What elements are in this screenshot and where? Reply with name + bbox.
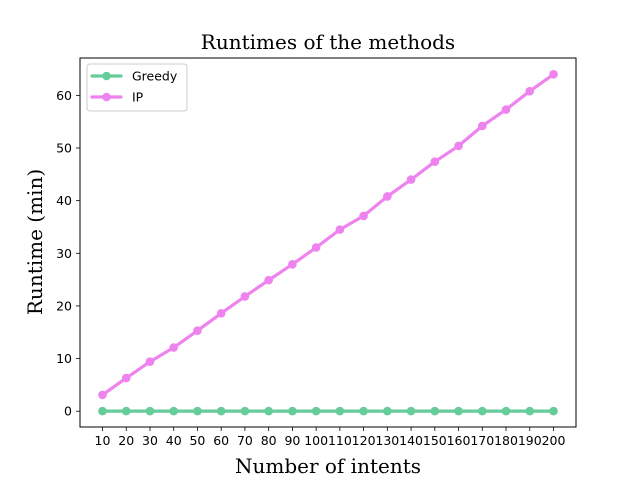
data-point-greedy (335, 406, 345, 416)
x-tick-label: 170 (470, 433, 494, 448)
data-point-greedy (98, 406, 107, 416)
x-tick-label: 60 (213, 433, 229, 448)
data-point-greedy (121, 406, 131, 416)
y-tick-label: 40 (56, 193, 72, 208)
data-point-greedy (430, 406, 440, 416)
x-tick-label: 80 (261, 433, 277, 448)
data-point-ip (311, 243, 321, 252)
data-point-greedy (193, 406, 202, 416)
y-tick-label: 20 (56, 298, 72, 313)
chart-title: Runtimes of the methods (201, 30, 455, 54)
legend-swatch-marker-greedy (102, 71, 111, 81)
x-tick-label: 10 (95, 433, 111, 448)
data-point-greedy (477, 406, 487, 416)
legend-swatch-marker-ip (102, 92, 111, 102)
data-point-ip (549, 70, 558, 79)
x-tick-label: 100 (304, 433, 328, 448)
y-axis-label: Runtime (min) (23, 169, 47, 315)
data-point-ip (145, 357, 155, 367)
x-tick-label: 180 (494, 433, 518, 448)
x-axis-label: Number of intents (235, 454, 421, 478)
data-point-greedy (311, 406, 321, 416)
data-point-greedy (288, 406, 297, 416)
data-point-greedy (525, 406, 535, 416)
data-point-ip (477, 121, 487, 131)
data-point-greedy (216, 406, 226, 416)
data-point-greedy (264, 406, 273, 416)
data-point-greedy (240, 406, 250, 416)
data-point-ip (193, 326, 202, 335)
legend: Greedy IP (86, 63, 188, 112)
data-point-ip (98, 390, 107, 400)
x-tick-label: 150 (423, 433, 447, 448)
legend-label-greedy: Greedy (132, 69, 178, 84)
data-point-greedy (501, 406, 511, 416)
data-point-ip (121, 373, 131, 383)
data-point-ip (335, 225, 345, 234)
data-point-ip (264, 275, 273, 285)
x-tick-label: 110 (328, 433, 352, 448)
data-point-greedy (454, 406, 463, 416)
x-tick-label: 190 (518, 433, 542, 448)
series-layer (98, 70, 558, 416)
y-tick-label: 30 (56, 246, 72, 261)
x-tick-label: 130 (375, 433, 399, 448)
x-tick-label: 200 (542, 433, 566, 448)
data-point-ip (406, 175, 416, 184)
legend-label-ip: IP (132, 90, 144, 105)
data-point-ip (169, 343, 179, 352)
data-point-greedy (359, 406, 368, 416)
data-point-greedy (406, 406, 416, 416)
x-tick-label: 70 (237, 433, 253, 448)
x-tick-label: 140 (399, 433, 423, 448)
x-tick-label: 50 (189, 433, 205, 448)
data-point-ip (501, 105, 511, 114)
y-tick-label: 0 (64, 404, 72, 419)
x-tick-label: 40 (166, 433, 182, 448)
y-tick-label: 10 (56, 351, 72, 366)
x-tick-label: 160 (447, 433, 471, 448)
data-point-ip (383, 192, 392, 201)
x-tick-label: 90 (284, 433, 300, 448)
data-point-ip (454, 141, 463, 151)
series-line-ip (100, 72, 556, 397)
data-point-ip (430, 157, 440, 166)
data-point-greedy (383, 406, 392, 416)
x-axis: 10 20 30 40 50 60 70 80 90 100 110 120 130 140 150 160 1… (95, 427, 566, 448)
data-point-ip (216, 308, 226, 318)
data-point-ip (525, 86, 535, 96)
data-point-ip (240, 292, 250, 301)
data-point-ip (288, 260, 297, 269)
y-tick-label: 50 (56, 141, 72, 156)
y-tick-label: 60 (56, 88, 72, 103)
data-point-ip (359, 211, 368, 221)
y-axis: 0 10 20 30 40 50 60 (56, 88, 80, 419)
x-tick-label: 20 (118, 433, 134, 448)
x-tick-label: 120 (352, 433, 376, 448)
data-point-greedy (549, 406, 558, 416)
data-point-greedy (169, 406, 179, 416)
data-point-greedy (145, 406, 155, 416)
x-tick-label: 30 (142, 433, 158, 448)
